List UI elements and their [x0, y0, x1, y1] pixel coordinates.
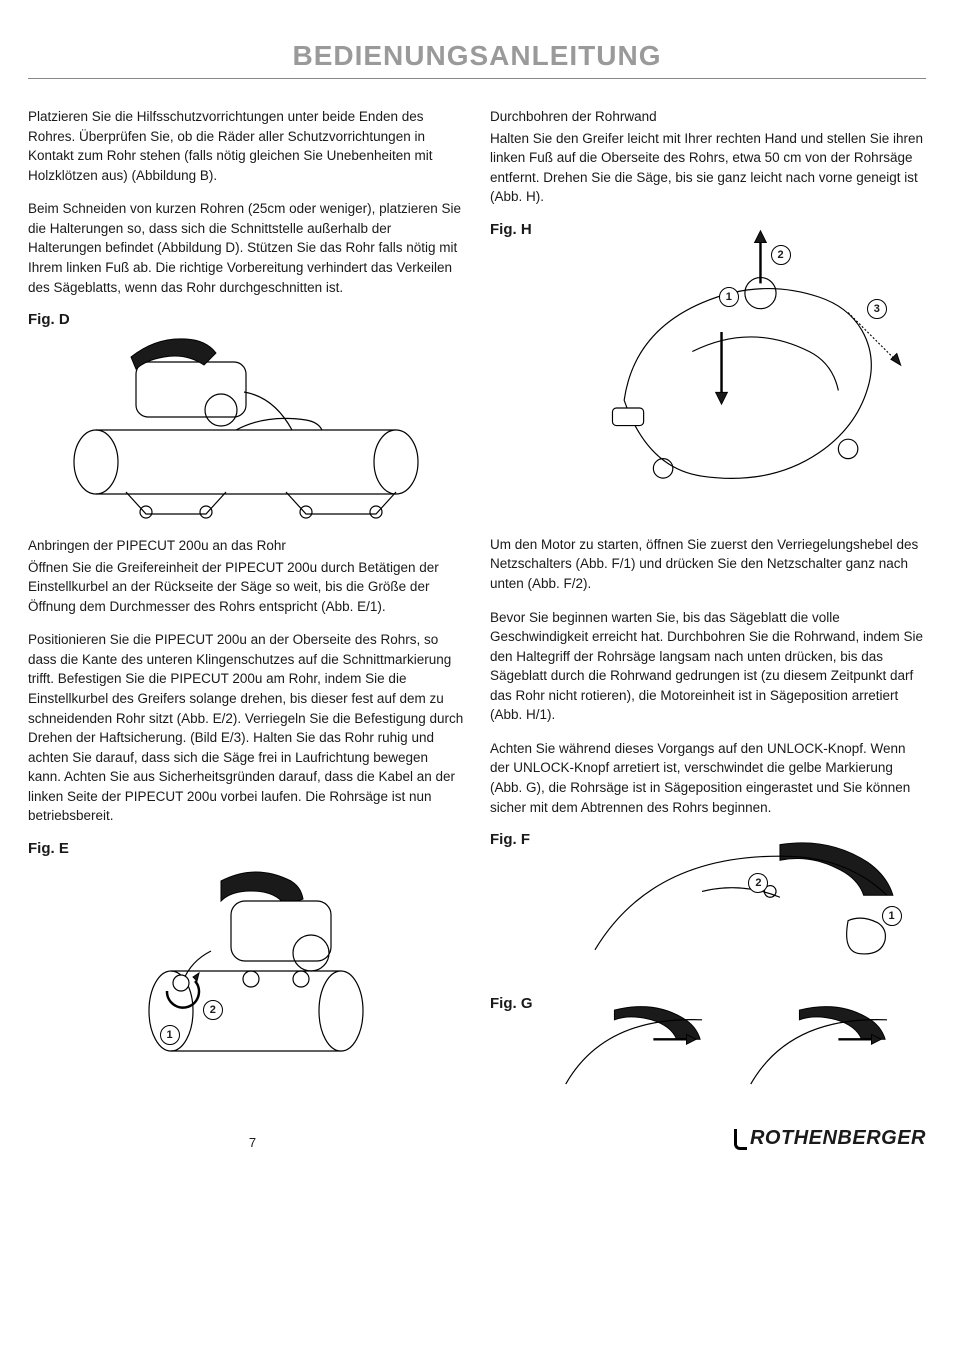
figure-label-d: Fig. D [28, 311, 464, 328]
body-paragraph: Beim Schneiden von kurzen Rohren (25cm o… [28, 199, 464, 297]
callout-1: 1 [719, 287, 739, 307]
callout-3: 3 [867, 299, 887, 319]
two-column-layout: Platzieren Sie die Hilfsschutzvorrichtun… [28, 107, 926, 1119]
figure-g [556, 995, 926, 1105]
page-title: BEDIENUNGSANLEITUNG [28, 40, 926, 79]
subheading: Anbringen der PIPECUT 200u an das Rohr [28, 536, 464, 556]
figure-label-e: Fig. E [28, 840, 464, 857]
body-paragraph: Um den Motor zu starten, öffnen Sie zuer… [490, 535, 926, 594]
page-number: 7 [28, 1135, 477, 1150]
figure-label-f: Fig. F [490, 831, 546, 848]
body-paragraph: Halten Sie den Greifer leicht mit Ihrer … [490, 129, 926, 207]
figure-d [28, 332, 464, 522]
body-paragraph: Bevor Sie beginnen warten Sie, bis das S… [490, 608, 926, 725]
callout-2: 2 [203, 1000, 223, 1020]
body-paragraph: Positionieren Sie die PIPECUT 200u an de… [28, 630, 464, 826]
figure-label-h: Fig. H [490, 221, 546, 238]
left-column: Platzieren Sie die Hilfsschutzvorrichtun… [28, 107, 464, 1119]
brand-logo: ROTHENBERGER [734, 1127, 926, 1150]
figure-e: 1 2 [111, 861, 381, 1071]
figure-label-g: Fig. G [490, 995, 546, 1012]
figure-h: 1 2 3 [556, 221, 926, 521]
body-paragraph: Platzieren Sie die Hilfsschutzvorrichtun… [28, 107, 464, 185]
subheading: Durchbohren der Rohrwand [490, 107, 926, 127]
page-footer: 7 ROTHENBERGER [28, 1127, 926, 1150]
callout-2: 2 [771, 245, 791, 265]
callout-1: 1 [882, 906, 902, 926]
right-column: Durchbohren der Rohrwand Halten Sie den … [490, 107, 926, 1119]
body-paragraph: Achten Sie während dieses Vorgangs auf d… [490, 739, 926, 817]
callout-1: 1 [160, 1025, 180, 1045]
figure-f: 1 2 [556, 831, 926, 981]
body-paragraph: Öffnen Sie die Greifereinheit der PIPECU… [28, 558, 464, 617]
